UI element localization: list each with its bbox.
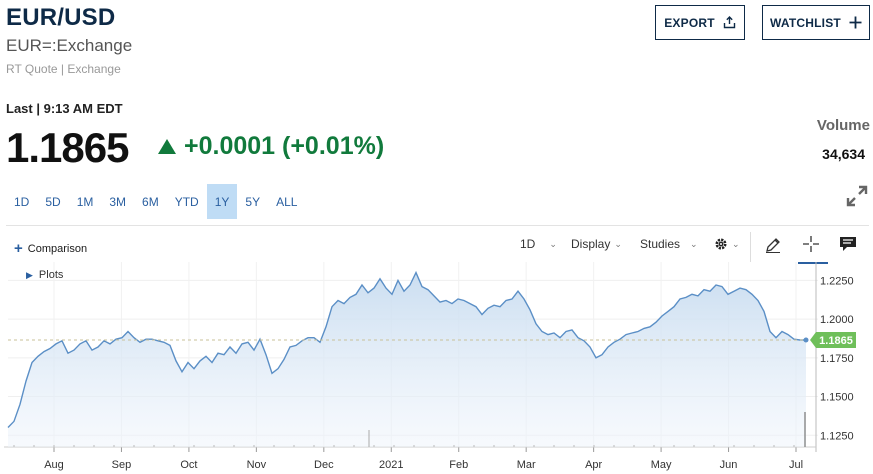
range-tab-1d[interactable]: 1D	[14, 194, 30, 209]
display-dropdown[interactable]: Display ⌄	[571, 237, 622, 251]
share-icon	[723, 16, 735, 29]
symbol-title: EUR/USD	[6, 4, 116, 31]
price-change: +0.0001 (+0.01%)	[158, 132, 384, 161]
last-price: 1.1865	[6, 124, 129, 171]
x-tick-label: May	[651, 459, 672, 471]
x-tick-label: Nov	[247, 459, 267, 471]
draw-pencil-icon[interactable]	[764, 236, 782, 254]
up-arrow-icon	[158, 139, 176, 154]
range-tab-all[interactable]: ALL	[276, 194, 298, 209]
x-tick-label: Mar	[517, 459, 536, 471]
quote-type: RT Quote | Exchange	[6, 62, 121, 76]
range-tab-ytd[interactable]: YTD	[174, 194, 199, 209]
y-tick-label: 1.2250	[820, 275, 854, 287]
chevron-down-icon: ⌄	[549, 238, 557, 249]
chevron-down-icon: ⌄	[614, 238, 622, 249]
x-tick-label: Jul	[789, 459, 803, 471]
volume-value: 34,634	[822, 146, 865, 162]
last-price-marker-label: 1.1865	[819, 335, 853, 347]
range-tab-5d[interactable]: 5D	[45, 194, 61, 209]
y-tick-label: 1.1250	[820, 430, 854, 442]
last-price-dot	[803, 337, 809, 343]
x-tick-label: 2021	[379, 459, 403, 471]
x-tick-label: Jun	[720, 459, 738, 471]
change-value: +0.0001 (+0.01%)	[184, 132, 385, 160]
chevron-down-icon: ⌄	[690, 238, 698, 249]
last-timestamp: Last | 9:13 AM EDT	[6, 101, 123, 116]
volume-label: Volume	[816, 117, 870, 134]
comparison-label: Comparison	[27, 242, 88, 255]
display-label: Display	[571, 237, 611, 251]
x-tick-label: Aug	[44, 459, 64, 471]
range-tab-6m[interactable]: 6M	[142, 194, 159, 209]
x-tick-label: Sep	[112, 459, 132, 471]
studies-dropdown[interactable]: Studies ⌄	[640, 237, 698, 251]
chevron-down-icon: ⌄	[732, 238, 740, 249]
interval-label: 1D	[520, 237, 536, 251]
watchlist-button[interactable]: WATCHLIST	[762, 5, 870, 40]
comparison-button[interactable]: + Comparison	[14, 240, 87, 257]
range-tab-3m[interactable]: 3M	[109, 194, 127, 209]
toolbar-divider	[750, 232, 751, 262]
crosshair-icon[interactable]	[802, 235, 820, 253]
range-tab-1m[interactable]: 1M	[76, 194, 94, 209]
price-chart[interactable]: 1.2250 1.2000 1.1750 1.1500 1.1250 Aug Sep Oct N…	[4, 262, 870, 472]
y-tick-label: 1.1500	[820, 392, 854, 404]
x-tick-label: Oct	[180, 459, 197, 471]
range-tab-5y[interactable]: 5Y	[245, 194, 261, 209]
range-tab-1y[interactable]: 1Y	[206, 184, 238, 219]
comment-icon[interactable]	[839, 236, 857, 252]
y-tick-label: 1.2000	[820, 314, 854, 326]
crosshair-active-indicator	[798, 262, 828, 264]
studies-label: Studies	[640, 237, 681, 251]
plus-icon	[849, 16, 862, 29]
gear-icon	[715, 238, 727, 250]
x-tick-label: Feb	[449, 459, 468, 471]
divider	[6, 225, 869, 226]
export-button[interactable]: EXPORT	[655, 5, 745, 40]
area-fill	[8, 272, 806, 447]
settings-dropdown[interactable]: ⌄	[714, 237, 740, 251]
range-tabs: 1D 5D 1M 3M 6M YTD 1Y 5Y ALL	[6, 184, 305, 219]
price-line	[7, 270, 806, 428]
symbol-subtitle: EUR=:Exchange	[6, 36, 133, 55]
interval-dropdown[interactable]: 1D ⌄	[520, 237, 557, 251]
plots-toggle[interactable]: ▶ Plots	[26, 269, 63, 281]
export-label: EXPORT	[664, 15, 715, 30]
x-tick-label: Dec	[314, 459, 334, 471]
plots-label: Plots	[38, 269, 64, 281]
play-triangle-icon: ▶	[26, 269, 33, 280]
x-tick-label: Apr	[585, 459, 602, 471]
expand-icon[interactable]	[845, 184, 869, 208]
last-price-marker	[810, 332, 856, 349]
plus-icon: +	[14, 240, 23, 257]
watchlist-label: WATCHLIST	[770, 15, 841, 30]
y-tick-label: 1.1750	[820, 353, 854, 365]
